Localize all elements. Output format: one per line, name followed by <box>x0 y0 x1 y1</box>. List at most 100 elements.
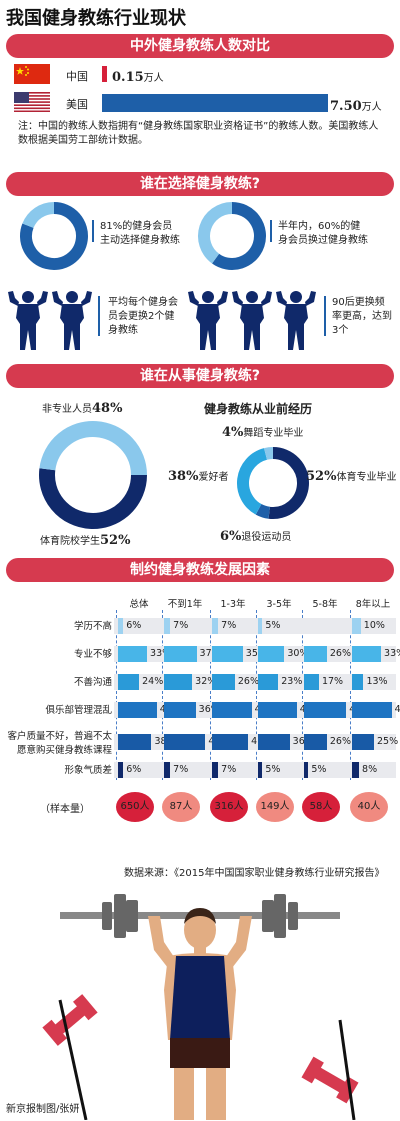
factor-bar <box>118 702 157 718</box>
factor-value: 24% <box>142 676 164 687</box>
factor-bar <box>304 674 319 690</box>
column-header: 不到1年 <box>167 599 203 610</box>
factor-bar <box>164 646 197 662</box>
factor-bar <box>212 734 249 750</box>
sample-size-bubble: 87人 <box>162 792 200 822</box>
section3-banner: 谁在从事健身教练? <box>6 364 394 388</box>
donut-slice-chose <box>20 202 88 270</box>
factor-value: 8% <box>362 764 378 775</box>
sample-size-bubble: 650人 <box>116 792 154 822</box>
factor-bar <box>352 646 382 662</box>
factor-bar <box>258 762 263 778</box>
factor-bar <box>118 674 140 690</box>
column-header: 8年以上 <box>355 599 391 610</box>
data-source: 数据来源：《2015年中国国家职业健身教练行业研究报告》 <box>124 868 385 879</box>
divider <box>98 296 100 336</box>
factor-bar <box>352 618 361 634</box>
sports-graduate-label: 52%体育专业毕业 <box>306 469 397 484</box>
divider <box>92 220 94 242</box>
factor-bar <box>212 674 235 690</box>
usa-flag-icon <box>14 92 50 112</box>
donut1-text: 81%的健身会员主动选择健身教练 <box>100 221 180 246</box>
section1-note: 注：中国的教练人数指拥有“健身教练国家职业资格证书”的教练人数。美国教练人数根据… <box>18 121 379 146</box>
non-professional-label: 非专业人员48% <box>42 401 123 416</box>
factor-row-bg <box>114 762 396 778</box>
factor-value: 36% <box>293 736 314 747</box>
factor-label: 俱乐部管理混乱 <box>45 705 112 716</box>
factor-bar <box>258 702 297 718</box>
dance-label: 4%舞蹈专业毕业 <box>222 425 304 440</box>
divider <box>324 296 326 336</box>
donut-slice-sports-graduate <box>268 447 309 519</box>
sample-size-bubble: 149人 <box>256 792 294 822</box>
usa-value: 7.50万人 <box>330 99 382 114</box>
members-choose-donut <box>20 202 88 270</box>
factor-bar <box>164 674 193 690</box>
column-divider <box>350 610 351 780</box>
donut-slice-retired-athlete <box>255 503 271 519</box>
bodybuilder-figures-icon <box>8 291 92 350</box>
donut-slice-hobbyist <box>237 448 268 515</box>
factor-value: 10% <box>363 620 385 631</box>
credit: 新京报制图/张妍 <box>6 1104 80 1115</box>
factor-bar <box>304 762 309 778</box>
column-divider <box>302 610 303 780</box>
hobbyist-label: 38%爱好者 <box>168 469 229 484</box>
sample-size-bubble: 316人 <box>210 792 248 822</box>
factor-label: 客户质量不好，普遍不太愿意购买健身教练课程 <box>7 731 112 756</box>
factor-bar <box>352 674 364 690</box>
factor-value: 26% <box>237 676 259 687</box>
factor-bar <box>118 734 152 750</box>
column-header: 3-5年 <box>266 599 292 610</box>
factor-bar <box>118 762 124 778</box>
donut-slice-rest <box>22 202 55 229</box>
china-label: 中国 <box>66 70 88 83</box>
column-divider <box>116 610 117 780</box>
factor-value: 35% <box>245 648 267 659</box>
factor-bar <box>118 646 148 662</box>
weightlifter-illustration <box>42 894 359 1120</box>
factor-bar <box>212 618 219 634</box>
column-header: 5-8年 <box>312 599 338 610</box>
factor-label: 形象气质差 <box>64 765 112 776</box>
donut-slice-rest <box>198 202 233 264</box>
factor-chart: 总体 不到1年 1-3年 3-5年 5-8年 8年以上 学历不高 6% 7% 7% 5% 10% 专业不… <box>0 596 400 866</box>
china-flag-icon <box>14 64 50 84</box>
section1-banner: 中外健身教练人数对比 <box>6 34 394 58</box>
factor-value: 5% <box>265 620 281 631</box>
factor-value: 25% <box>377 736 399 747</box>
factor-bar <box>258 674 279 690</box>
section4-banner: 制约健身教练发展因素 <box>6 558 394 582</box>
divider <box>270 220 272 242</box>
factor-bar <box>164 762 171 778</box>
factor-bar <box>164 702 196 718</box>
factor-value: 33% <box>384 648 400 659</box>
factor-label: 专业不够 <box>73 649 112 660</box>
column-header: 总体 <box>129 599 149 610</box>
factor-bar <box>212 762 219 778</box>
section2-banner: 谁在选择健身教练? <box>6 172 394 196</box>
factor-value: 17% <box>321 676 344 687</box>
factor-bar <box>212 646 243 662</box>
factor-value: 5% <box>311 764 327 775</box>
factor-row-bg <box>114 618 396 634</box>
china-bar <box>102 66 107 82</box>
factor-value: 7% <box>173 620 189 631</box>
factor-value: 5% <box>265 764 281 775</box>
members-switch-donut <box>198 202 266 270</box>
factor-value: 32% <box>195 676 217 687</box>
factor-bar <box>258 646 285 662</box>
donut-slice-switched <box>212 202 266 270</box>
factor-value: 7% <box>221 620 237 631</box>
usa-bar <box>102 94 328 112</box>
sample-size-label: （样本量） <box>40 804 90 815</box>
factor-bar <box>118 618 124 634</box>
column-divider <box>256 610 257 780</box>
factor-value: 26% <box>329 648 351 659</box>
factor-value: 36% <box>198 704 220 715</box>
column-divider <box>162 610 163 780</box>
donut-slice-sports-student <box>39 468 147 529</box>
factor-value: 7% <box>221 764 237 775</box>
column-divider <box>210 610 211 780</box>
sports-student-label: 体育院校学生52% <box>40 533 131 548</box>
